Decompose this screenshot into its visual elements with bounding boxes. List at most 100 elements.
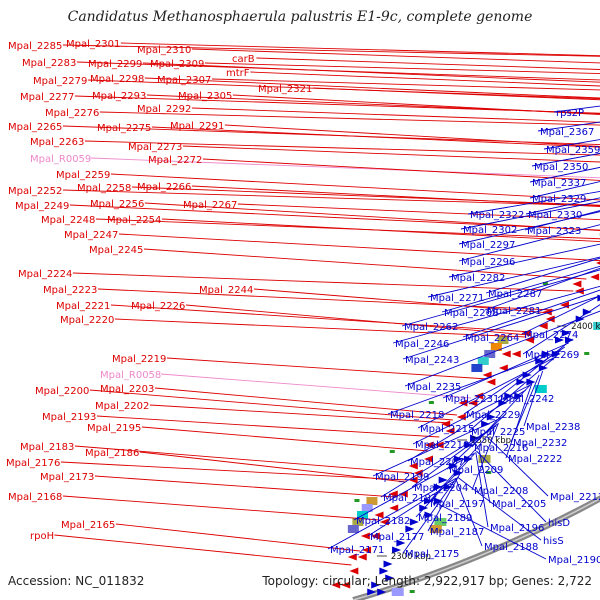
leader-line-left	[202, 158, 600, 181]
gene-label-right: Mpal_2171	[330, 545, 384, 556]
gene-arrow-left	[398, 490, 408, 498]
gene-label-right: Mpal_2282	[451, 273, 505, 284]
gene-label-left: Mpal_2265	[8, 122, 62, 133]
gene-label-left: Mpal_2263	[30, 137, 84, 148]
gene-arrow-left	[408, 476, 418, 484]
leader-line-right	[407, 389, 527, 462]
leader-line-right	[478, 447, 491, 504]
gene-label-right: Mpal_2225	[471, 427, 525, 438]
gene-arrow-left	[574, 287, 584, 295]
leader-line-left	[151, 126, 600, 148]
gene-arrow-right	[486, 413, 496, 421]
leader-line-left	[97, 288, 554, 311]
gene-label-left: Mpal_2247	[64, 230, 118, 241]
gene-arrow-left	[374, 511, 384, 519]
leader-line-right	[525, 197, 600, 215]
feature-box	[429, 525, 442, 533]
gene-label-right: Mpal_2271	[430, 293, 484, 304]
gene-label-right: Mpal_2187	[430, 527, 484, 538]
feature-marker	[354, 499, 360, 502]
gene-label-left: Mpal_2285	[8, 41, 62, 52]
feature-marker	[389, 450, 395, 453]
leader-line-right	[522, 304, 600, 355]
leader-line-right	[427, 256, 600, 298]
gene-arrow-right	[367, 588, 377, 596]
gene-arrow-right	[405, 525, 415, 533]
gene-label-right: Mpal_2323	[527, 226, 581, 237]
leader-line-left	[146, 94, 600, 115]
leader-line-left	[224, 124, 600, 147]
leader-line-left	[191, 48, 600, 64]
gene-arrow-right	[409, 518, 419, 526]
gene-arrow-right	[561, 329, 571, 337]
gene-label-right: Mpal_2297	[461, 240, 515, 251]
leader-line-right	[442, 342, 569, 399]
gene-arrow-left	[445, 427, 455, 435]
gene-arrow-left	[572, 280, 582, 288]
leader-line-left	[312, 87, 600, 101]
gene-label-left: Mpal_2224	[18, 269, 72, 280]
gene-label-right: Mpal_2205	[492, 499, 546, 510]
leader-line-left	[232, 94, 600, 115]
leader-line-right	[476, 450, 547, 523]
gene-label-left: Mpal_2176	[6, 458, 60, 469]
gene-arrow-left	[474, 392, 484, 400]
leader-line-left	[141, 426, 429, 452]
leader-line-right	[475, 451, 489, 528]
gene-arrow-right	[516, 378, 526, 386]
leader-line-left	[54, 534, 352, 566]
gene-arrow-left	[511, 350, 521, 358]
gene-label-right: Mpal_2199	[375, 472, 429, 483]
leader-line-right	[485, 257, 600, 294]
gene-label-left: Mpal_2193	[42, 412, 96, 423]
gene-label-right: Mpal_2210	[415, 440, 469, 451]
feature-box	[593, 322, 600, 330]
gene-label-left: Mpal_2321	[258, 84, 312, 95]
leader-line-left	[62, 495, 380, 521]
leader-line-left	[182, 145, 600, 163]
feature-box	[391, 588, 404, 596]
gene-label-right: Mpal_2209	[449, 465, 503, 476]
gene-label-right: hisD	[548, 518, 570, 529]
gene-label-right: Mpal_2262	[404, 322, 458, 333]
leader-line-right	[427, 471, 462, 532]
gene-label-left: Mpal_2183	[20, 442, 74, 453]
gene-arrow-left	[458, 399, 468, 407]
gene-label-left: Mpal_2252	[8, 186, 62, 197]
leader-line-left	[149, 404, 451, 424]
gene-arrow-left	[388, 490, 398, 498]
leader-line-left	[139, 451, 406, 483]
gene-label-left: Mpal_2249	[15, 201, 69, 212]
gene-label-left: Mpal_R0059	[30, 154, 91, 165]
leader-line-left	[72, 272, 574, 292]
gene-label-left: Mpal_2202	[95, 401, 149, 412]
gene-arrow-right	[383, 560, 393, 568]
leader-line-right	[402, 477, 457, 554]
leader-line-left	[211, 78, 600, 91]
leader-line-right	[446, 413, 507, 470]
leader-line-right	[463, 346, 566, 415]
leader-line-left	[96, 415, 440, 438]
feature-marker	[542, 282, 548, 285]
gene-label-left: Mpal_2248	[41, 215, 95, 226]
gene-arrow-right	[551, 350, 561, 358]
gene-arrow-left	[590, 273, 600, 281]
gene-arrow-right	[377, 588, 387, 596]
leader-line-left	[142, 62, 600, 83]
gene-arrow-right	[433, 497, 443, 505]
gene-arrow-right	[385, 574, 395, 582]
leader-line-right	[487, 436, 549, 497]
gene-arrow-left	[501, 350, 511, 358]
leader-line-right	[372, 416, 504, 477]
leader-line-left	[87, 79, 600, 100]
leader-line-right	[471, 422, 499, 491]
gene-arrow-left	[595, 261, 600, 265]
gene-label-left: Mpal_2292	[137, 104, 191, 115]
gene-label-left: Mpal_2291	[170, 121, 224, 132]
gene-arrow-left	[545, 315, 555, 323]
gene-label-right: Mpal_2197	[430, 499, 484, 510]
gene-arrow-right	[464, 455, 474, 463]
leader-line-left	[110, 173, 600, 201]
gene-label-left: Mpal_2256	[90, 199, 144, 210]
gene-label-left: Mpal_2267	[183, 200, 237, 211]
